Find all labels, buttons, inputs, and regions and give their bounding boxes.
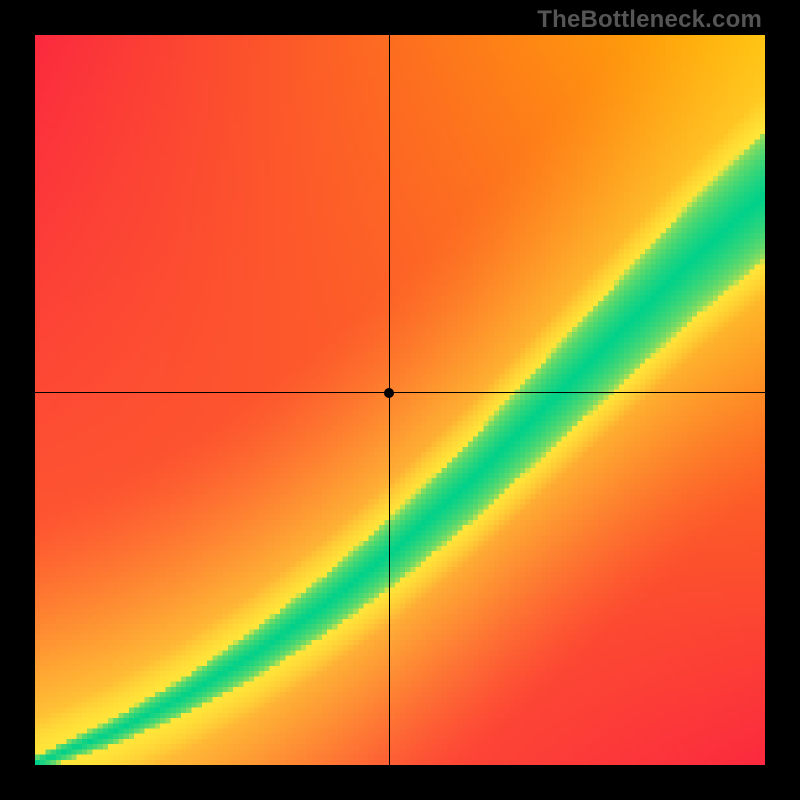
figure-root: TheBottleneck.com bbox=[0, 0, 800, 800]
watermark-text: TheBottleneck.com bbox=[537, 6, 762, 34]
crosshair-vertical bbox=[389, 35, 390, 765]
crosshair-horizontal bbox=[35, 392, 765, 393]
crosshair-marker-dot bbox=[384, 388, 394, 398]
plot-area bbox=[35, 35, 765, 765]
heatmap-canvas bbox=[35, 35, 765, 765]
